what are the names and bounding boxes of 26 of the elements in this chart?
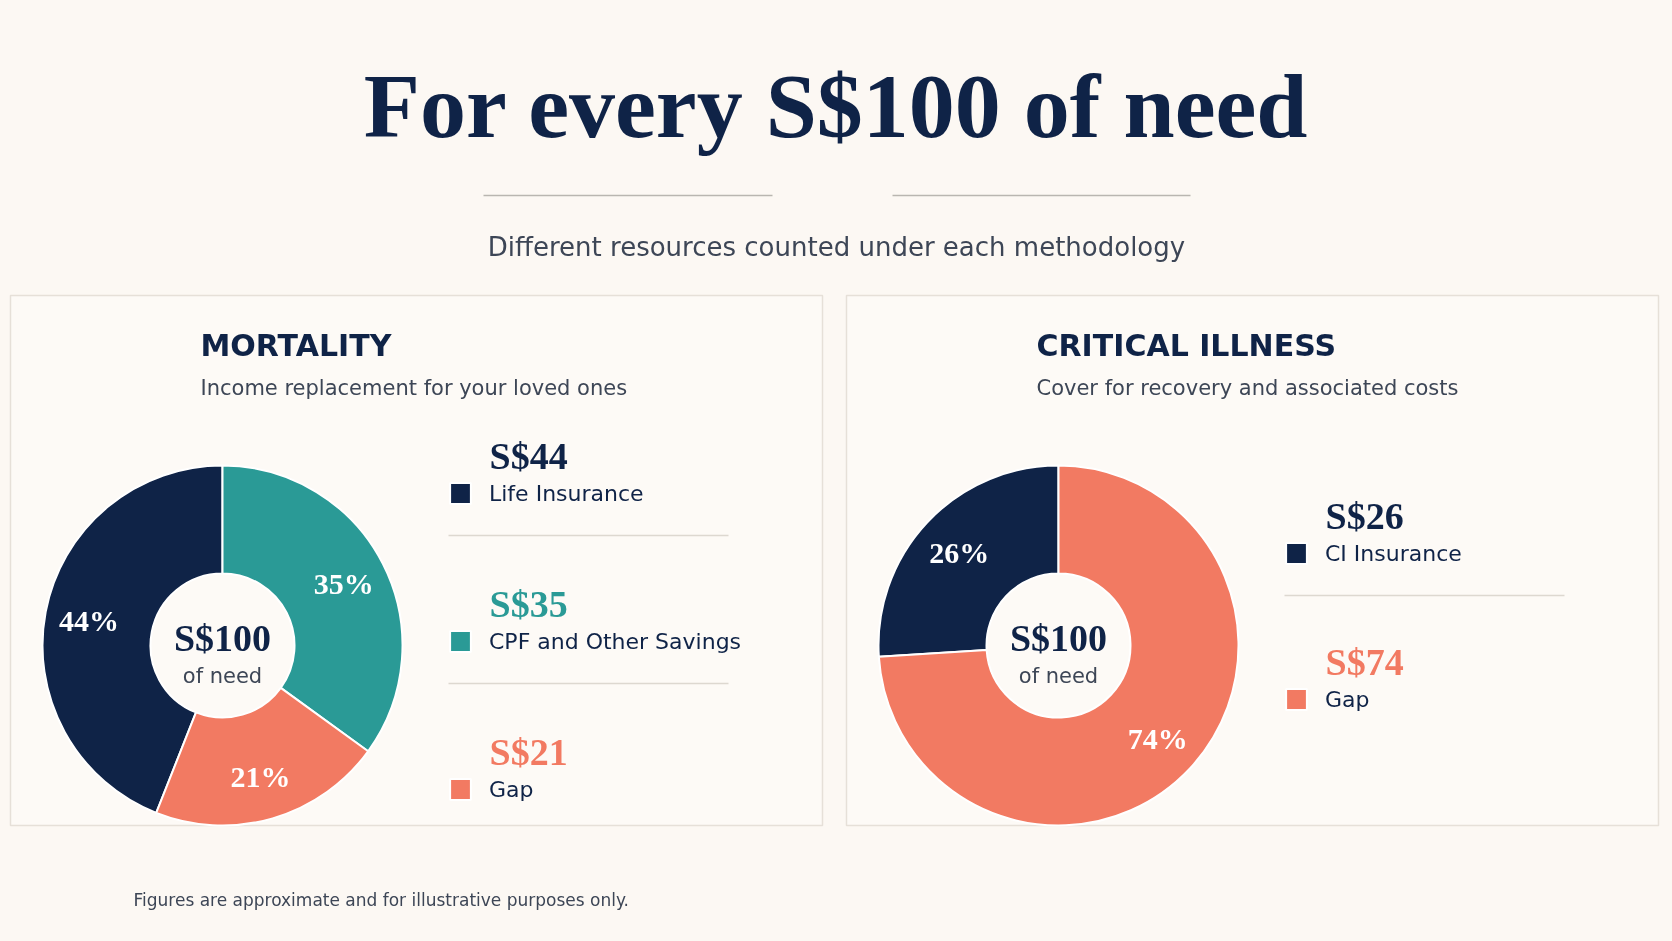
- text: Different resources counted under each methodology: [487, 231, 1186, 262]
- data-label: 74%: [1127, 722, 1188, 756]
- text: of need: [182, 663, 263, 688]
- legend-label: Gap: [1325, 686, 1370, 712]
- legend-label: CPF and Other Savings: [489, 628, 742, 654]
- text: MORTALITY: [200, 328, 393, 363]
- text: S$100: [173, 616, 272, 659]
- text: S$26: [1325, 494, 1404, 537]
- legend-label: Gap: [489, 776, 534, 802]
- legend-label: Life Insurance: [489, 480, 644, 506]
- text: S$100: [1009, 616, 1108, 659]
- text: S$35: [489, 582, 568, 625]
- text: S$74: [1325, 640, 1404, 683]
- data-label: 21%: [230, 759, 291, 793]
- text: Figures are approximate and for illustrative purposes only.: [133, 889, 629, 910]
- text: For every S$100 of need: [363, 54, 1308, 157]
- text: S$21: [489, 730, 568, 773]
- data-label: 35%: [313, 567, 374, 601]
- chart-subtitle: Cover for recovery and associated costs: [1036, 375, 1459, 400]
- text: of need: [1018, 663, 1099, 688]
- text: Income replacement for your loved ones: [200, 375, 628, 400]
- text: S$44: [489, 434, 568, 477]
- data-label: 26%: [929, 535, 990, 569]
- data-label: 44%: [58, 603, 119, 637]
- legend-label: CI Insurance: [1325, 540, 1462, 566]
- chart-title: CRITICAL ILLNESS: [1036, 328, 1337, 363]
